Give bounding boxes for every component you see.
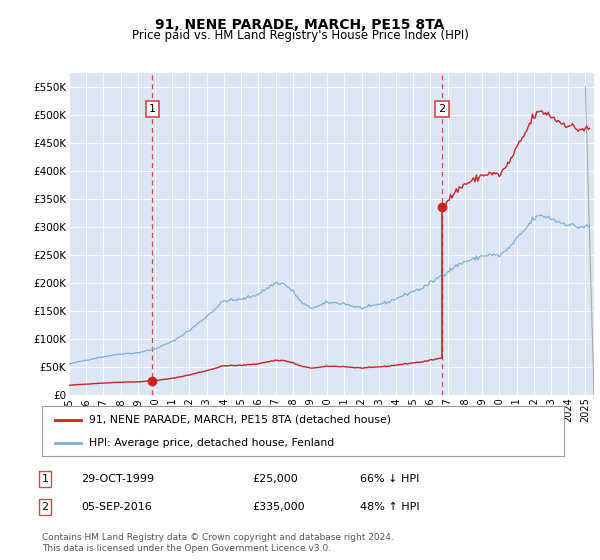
Text: £335,000: £335,000	[252, 502, 305, 512]
Text: 91, NENE PARADE, MARCH, PE15 8TA (detached house): 91, NENE PARADE, MARCH, PE15 8TA (detach…	[89, 414, 391, 424]
Text: 1: 1	[41, 474, 49, 484]
Text: 05-SEP-2016: 05-SEP-2016	[81, 502, 152, 512]
Text: £25,000: £25,000	[252, 474, 298, 484]
Text: Price paid vs. HM Land Registry's House Price Index (HPI): Price paid vs. HM Land Registry's House …	[131, 29, 469, 42]
Text: 1: 1	[149, 104, 155, 114]
Text: Contains HM Land Registry data © Crown copyright and database right 2024.
This d: Contains HM Land Registry data © Crown c…	[42, 533, 394, 553]
Text: 48% ↑ HPI: 48% ↑ HPI	[360, 502, 419, 512]
Text: 29-OCT-1999: 29-OCT-1999	[81, 474, 154, 484]
Text: HPI: Average price, detached house, Fenland: HPI: Average price, detached house, Fenl…	[89, 438, 334, 448]
Text: 2: 2	[41, 502, 49, 512]
Text: 91, NENE PARADE, MARCH, PE15 8TA: 91, NENE PARADE, MARCH, PE15 8TA	[155, 18, 445, 32]
Text: 66% ↓ HPI: 66% ↓ HPI	[360, 474, 419, 484]
Text: 2: 2	[439, 104, 446, 114]
